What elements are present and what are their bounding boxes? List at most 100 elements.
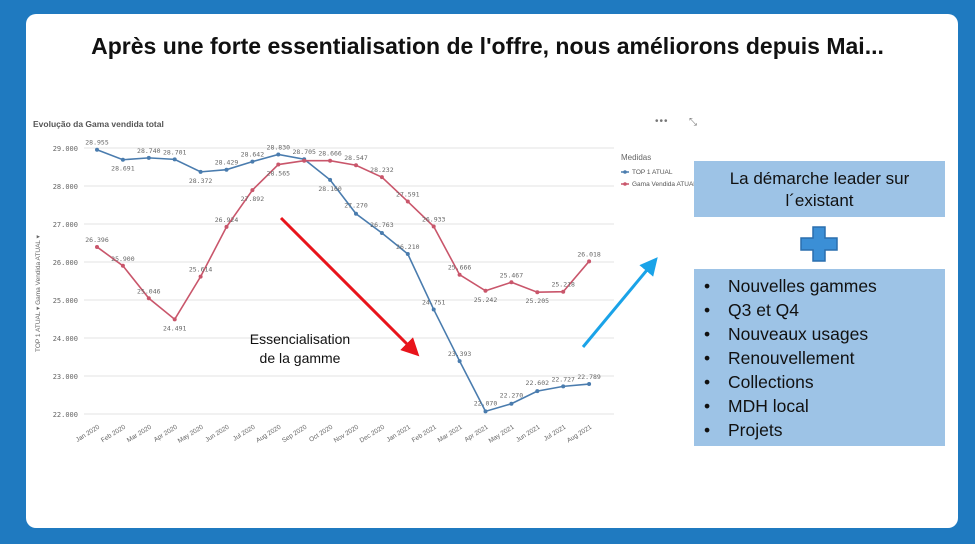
data-point <box>457 272 462 277</box>
data-label: 26.933 <box>422 216 446 224</box>
data-point <box>198 169 203 174</box>
data-point <box>95 147 99 152</box>
data-point <box>379 175 384 180</box>
x-tick-label: Feb 2021 <box>411 424 438 445</box>
x-tick-label: Jan 2020 <box>75 424 102 444</box>
x-tick-label: Aug 2021 <box>566 424 594 445</box>
initiative-label: Renouvellement <box>728 348 855 368</box>
x-tick-label: Mar 2021 <box>437 424 464 445</box>
data-label: 28.372 <box>189 177 213 185</box>
initiatives-list: • Nouvelles gammes • Q3 et Q4 • Nouveaux usag… <box>704 274 945 442</box>
data-point <box>146 296 151 301</box>
y-tick-label: 26.000 <box>53 259 78 267</box>
data-label: 28.705 <box>292 148 316 156</box>
bullet-icon: • <box>704 372 711 392</box>
data-point <box>250 159 255 164</box>
leader-box-line-2: l´existant <box>785 191 854 210</box>
data-point <box>405 199 410 204</box>
data-point <box>379 231 384 236</box>
legend-label: TOP 1 ATUAL <box>632 169 673 176</box>
more-dots-icon[interactable]: ••• <box>655 116 669 127</box>
initiatives-box: • Nouvelles gammes • Q3 et Q4 • Nouveaux usag… <box>694 269 945 446</box>
data-point <box>354 163 358 168</box>
data-label: 26.763 <box>370 221 394 229</box>
y-tick-label: 28.000 <box>53 183 78 191</box>
data-point <box>535 290 540 295</box>
x-tick-label: Jun 2020 <box>204 424 231 444</box>
data-point <box>561 384 566 389</box>
data-label: 25.218 <box>551 281 575 289</box>
slide-headline: Après une forte essentialisation de l'of… <box>91 33 884 59</box>
data-point <box>483 409 488 414</box>
x-tick-label: Jan 2021 <box>385 424 412 444</box>
data-point <box>146 155 151 160</box>
data-label: 28.955 <box>85 139 109 147</box>
data-label: 28.565 <box>267 170 291 178</box>
data-label: 23.393 <box>448 350 472 358</box>
data-label: 28.429 <box>215 159 239 167</box>
data-point <box>120 157 125 162</box>
x-tick-label: Apr 2021 <box>463 424 489 444</box>
initiative-item: • Collections <box>704 370 945 394</box>
chart-title: Evolução da Gama vendida total <box>33 119 164 129</box>
data-point <box>95 244 99 249</box>
essentialisation-annotation: Essencialisation de la gamme <box>230 330 370 368</box>
chart-grid <box>84 147 614 415</box>
y-tick-label: 24.000 <box>53 335 78 343</box>
data-label: 22.070 <box>474 399 498 407</box>
data-label: 22.270 <box>500 392 524 400</box>
data-point <box>224 167 229 172</box>
data-point <box>276 152 281 157</box>
y-tick-label: 27.000 <box>53 221 78 229</box>
data-label: 22.602 <box>526 379 550 387</box>
x-tick-label: Sep 2020 <box>281 424 309 445</box>
data-label: 24.751 <box>422 298 446 306</box>
expand-icon[interactable]: ⤡ <box>689 117 697 128</box>
x-tick-label: May 2021 <box>488 424 516 445</box>
data-label: 28.547 <box>344 154 368 162</box>
bullet-icon: • <box>704 348 711 368</box>
x-tick-label: Mar 2020 <box>126 424 153 445</box>
data-label: 28.642 <box>241 151 265 159</box>
legend-marker <box>623 182 627 186</box>
leader-approach-box: La démarche leader sur l´existant <box>694 161 945 217</box>
chart-legend: Medidas TOP 1 ATUAL Gama Vendida ATUAL <box>621 153 697 188</box>
data-label: 26.018 <box>577 250 601 258</box>
data-point <box>224 224 229 229</box>
plus-icon <box>800 226 838 262</box>
data-label: 28.232 <box>370 166 394 174</box>
data-point <box>172 317 177 322</box>
down-trend-arrow <box>279 216 420 357</box>
up-trend-arrow <box>581 257 658 348</box>
data-point <box>587 259 592 264</box>
data-label: 25.205 <box>526 297 550 305</box>
data-label: 25.046 <box>137 287 161 295</box>
x-tick-label: May 2020 <box>177 424 205 445</box>
data-label: 27.892 <box>241 195 265 203</box>
data-label: 25.666 <box>448 264 472 272</box>
data-label: 22.727 <box>551 375 575 383</box>
x-tick-label: Dec 2020 <box>359 424 387 445</box>
initiative-item: • Projets <box>704 418 945 442</box>
data-point <box>483 288 488 293</box>
data-label: 28.740 <box>137 147 161 155</box>
legend-label: Gama Vendida ATUAL <box>632 181 697 188</box>
data-point <box>120 263 125 268</box>
initiative-label: Q3 et Q4 <box>728 300 800 320</box>
data-point <box>561 289 566 294</box>
data-point <box>302 158 307 163</box>
y-tick-label: 25.000 <box>53 297 78 305</box>
initiative-label: Nouveaux usages <box>728 324 869 344</box>
data-point <box>431 307 436 312</box>
data-point <box>431 224 436 229</box>
data-point <box>198 274 203 279</box>
data-point <box>509 280 514 285</box>
data-label: 28.830 <box>267 143 291 151</box>
data-label: 26.396 <box>85 236 109 244</box>
data-point <box>509 401 514 406</box>
x-tick-label: Oct 2020 <box>308 424 334 444</box>
data-label: 25.614 <box>189 266 213 274</box>
bullet-icon: • <box>704 396 711 416</box>
data-label: 25.900 <box>111 255 135 263</box>
